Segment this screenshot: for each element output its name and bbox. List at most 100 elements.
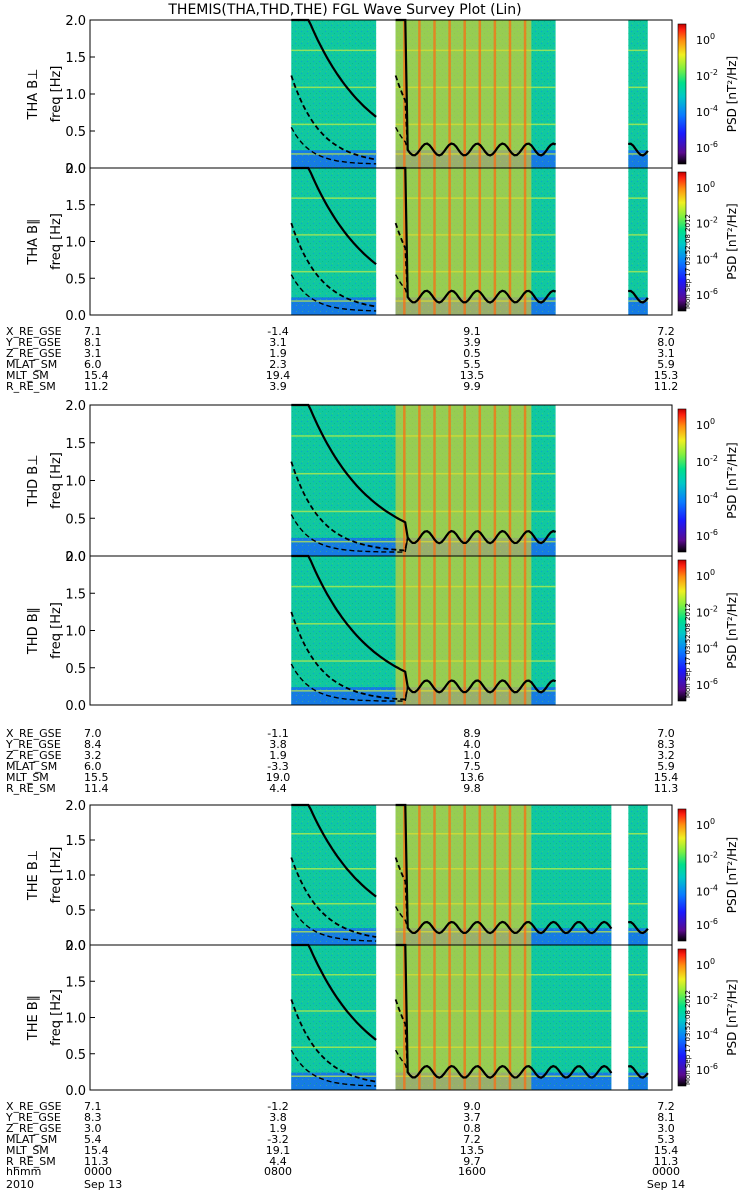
timestamp-stamp: Mon Sep 17 03:52:08 2012 (684, 603, 692, 698)
y-tick-label: 0.0 (65, 162, 86, 177)
panel-frame (89, 167, 673, 316)
orbit-value: -1.2 (267, 1100, 288, 1113)
burst-stripe (418, 168, 421, 315)
colorbar-tick-label: 10-6 (696, 287, 718, 302)
time-value: 0800 (264, 1165, 292, 1178)
y-tick-label: 2.0 (65, 162, 86, 177)
spectrogram-panel: 0.0 0.5 1.0 1.5 2.0 THE B∥ freq [Hz] 100 10-2 10-… (26, 939, 739, 1099)
y-tick-label: 0.0 (65, 550, 86, 565)
orbit-value: 15.4 (84, 369, 109, 382)
orbit-value: 9.1 (463, 325, 481, 338)
colorbar (677, 23, 687, 165)
colorbar-tick-label: 10-2 (696, 992, 718, 1007)
harmonic-stripe (628, 234, 648, 236)
dashed-curve (290, 1049, 377, 1087)
burst-stripe (463, 945, 466, 1090)
orbit-value: 3.7 (463, 1111, 481, 1124)
y-tick-label: 2.0 (65, 399, 86, 414)
burst-stripe (493, 556, 497, 705)
orbit-value: 7.2 (657, 1100, 675, 1113)
colorbar-tick-label: 10-4 (696, 491, 718, 506)
time-value: Sep 13 (84, 1178, 122, 1191)
dashed-curve (290, 126, 377, 165)
y-tick-label: 1.0 (65, 475, 86, 490)
burst-stripe (433, 405, 436, 556)
burst-stripe (448, 20, 451, 168)
dashed-curve (290, 461, 556, 552)
orbit-row-label: Z_RE_GSE (6, 749, 62, 762)
spectrogram-panel: 0.0 0.5 1.0 1.5 2.0 THE B⊥ freq [Hz] 100 10-2 10-… (26, 799, 739, 954)
harmonic-stripe (628, 123, 648, 126)
orbit-row-label: Z_RE_GSE (6, 1122, 62, 1135)
burst-stripe (508, 556, 512, 705)
dashed-curve (628, 1065, 649, 1079)
harmonic-stripe (291, 1010, 377, 1012)
time-value: 0000 (84, 1165, 112, 1178)
orbit-value: 3.2 (657, 749, 675, 762)
y-tick-label: 0.5 (65, 904, 86, 919)
colorbar-tick-label: 10-2 (696, 216, 718, 231)
burst-stripe (493, 20, 497, 168)
burst-stripe (463, 20, 466, 168)
harmonic-stripe (628, 49, 648, 52)
burst-stripe (418, 556, 421, 705)
y-tick-label: 2.0 (65, 799, 86, 814)
burst-stripe (433, 945, 436, 1090)
orbit-value: 13.5 (460, 1144, 485, 1157)
panel-probe-label: THE B⊥ (26, 850, 41, 901)
burst-stripe (403, 945, 406, 1090)
time-value: 0000 (652, 1165, 680, 1178)
y-axis-label: freq [Hz] (49, 452, 64, 509)
colorbar (677, 171, 687, 312)
harmonic-stripe (291, 903, 377, 905)
harmonic-stripe (291, 49, 377, 52)
orbit-value: 3.0 (84, 1122, 102, 1135)
burst-stripe (463, 405, 466, 556)
colorbar (677, 408, 687, 553)
burst-stripe (478, 20, 482, 168)
y-tick-label: 0.0 (65, 699, 86, 714)
orbit-row-label: X_RE_GSE (6, 1100, 62, 1113)
orbit-value: 3.1 (269, 336, 287, 349)
burst-stripe (508, 945, 512, 1090)
orbit-value: 6.0 (84, 358, 102, 371)
timestamp-stamp: Mon Sep 17 03:52:08 2012 (684, 214, 692, 309)
burst-stripe (433, 805, 436, 945)
orbit-row-label: R_RE_SM (6, 380, 56, 393)
orbit-value: 3.9 (269, 380, 287, 393)
harmonic-stripe (628, 86, 648, 89)
orbit-value: 19.4 (266, 369, 291, 382)
burst-stripe (403, 168, 406, 315)
dashed-curve (290, 222, 377, 308)
orbit-row-label: R_RE_SM (6, 782, 56, 795)
y-tick-label: 1.0 (65, 869, 86, 884)
burst-stripe (478, 556, 482, 705)
orbit-value: 5.4 (84, 1133, 102, 1146)
orbit-value: 4.0 (463, 738, 481, 751)
colorbar (677, 808, 687, 942)
y-tick-label: 1.5 (65, 437, 86, 452)
orbit-value: 9.8 (463, 782, 481, 795)
orbit-value: 1.0 (463, 749, 481, 762)
orbit-value: 19.0 (266, 771, 291, 784)
harmonic-stripe (628, 270, 648, 273)
y-axis-label: freq [Hz] (49, 602, 64, 659)
dashed-curve (290, 857, 377, 938)
colorbar-tick-label: 10-6 (696, 140, 718, 155)
burst-stripe (523, 405, 527, 556)
burst-stripe (523, 945, 527, 1090)
colorbar (677, 559, 687, 702)
orbit-value: 8.4 (84, 738, 102, 751)
orbit-value: 13.6 (460, 771, 485, 784)
burst-stripe (463, 168, 466, 315)
burst-stripe (523, 168, 527, 315)
orbit-value: -1.1 (267, 727, 288, 740)
orbit-value: 11.2 (654, 380, 679, 393)
orbit-value: 5.9 (657, 358, 675, 371)
burst-stripe (523, 556, 527, 705)
orbit-value: 3.1 (84, 347, 102, 360)
y-axis-label: freq [Hz] (49, 213, 64, 270)
orbit-value: 1.9 (269, 347, 287, 360)
y-tick-label: 0.0 (65, 1084, 86, 1099)
